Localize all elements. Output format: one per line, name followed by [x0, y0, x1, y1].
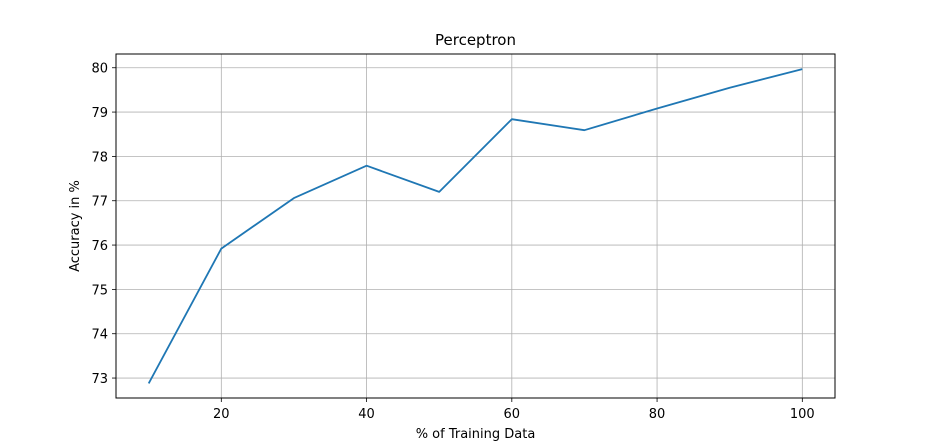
x-axis-label: % of Training Data	[416, 427, 536, 442]
y-axis-label: Accuracy in %	[68, 180, 83, 272]
series-layer	[147, 68, 803, 384]
y-tick-label: 75	[91, 283, 108, 298]
grid	[116, 54, 835, 398]
chart-title: Perceptron	[435, 31, 516, 49]
plot-frame	[115, 53, 836, 399]
x-tick-label: 100	[790, 407, 815, 422]
ticks: 20 40 60 80 100 73 74 75 76 77 78 79 80	[91, 62, 814, 422]
y-tick-label: 77	[91, 195, 108, 210]
y-tick-label: 74	[91, 328, 108, 343]
y-tick-label: 73	[91, 372, 108, 387]
series-line	[147, 68, 803, 384]
x-tick-label: 20	[213, 407, 230, 422]
y-tick-label: 80	[91, 62, 108, 77]
x-tick-label: 80	[649, 407, 666, 422]
y-tick-label: 79	[91, 106, 108, 121]
y-tick-label: 78	[91, 150, 108, 165]
x-tick-label: 60	[504, 407, 521, 422]
y-tick-label: 76	[91, 239, 108, 254]
x-tick-label: 40	[358, 407, 375, 422]
